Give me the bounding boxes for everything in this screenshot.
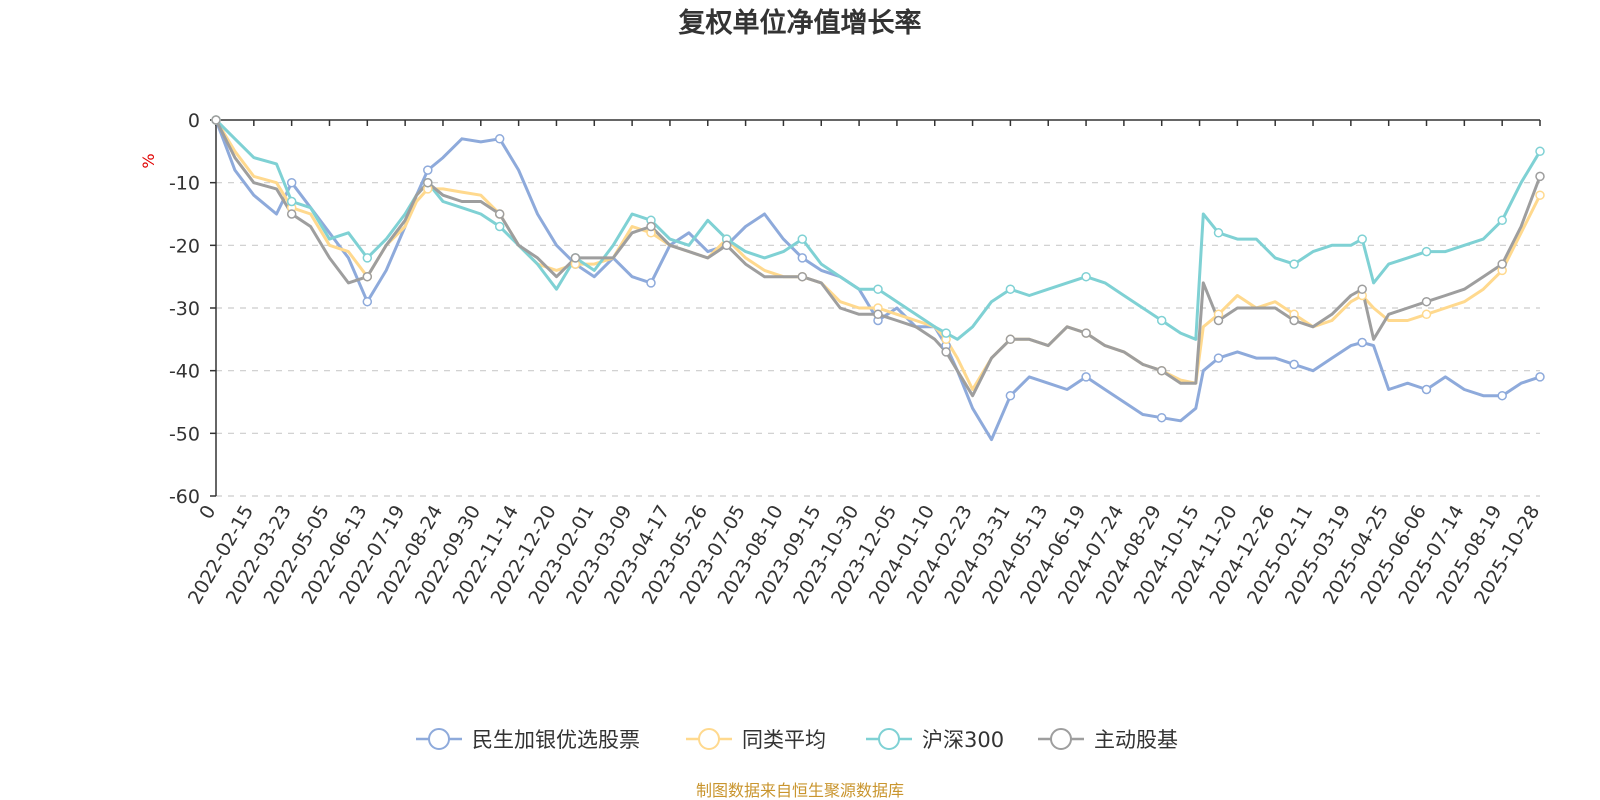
data-point-marker [941,328,951,338]
data-point-marker [1421,296,1432,307]
data-point-marker [1421,384,1432,395]
y-tick-label: -10 [169,173,200,195]
data-point-marker [1081,271,1091,282]
data-point-marker [211,115,221,125]
y-tick-label: -60 [169,486,200,508]
data-point-marker [1005,390,1016,401]
legend-label: 民生加银优选股票 [472,728,640,752]
data-point-marker [494,134,505,144]
legend-label: 主动股基 [1094,728,1178,752]
data-point-marker [362,296,373,307]
y-tick-label: -40 [169,361,200,383]
series-line [214,118,1542,391]
data-point-marker [494,221,505,232]
data-point-marker [1213,353,1224,363]
data-point-marker [646,221,656,232]
data-point-marker [1156,365,1167,376]
y-tick-label: -20 [169,235,200,257]
data-point-marker [423,177,433,188]
data-point-marker [1081,372,1091,382]
data-point-marker [1357,337,1367,348]
data-point-marker [721,240,732,251]
y-tick-label: -50 [169,423,200,445]
data-point-marker [494,209,505,219]
legend-label: 同类平均 [742,728,826,752]
data-point-marker [1289,315,1299,326]
data-point-marker [286,177,297,188]
data-point-marker [1497,259,1507,269]
data-point-marker [1081,328,1091,338]
series-line [214,118,1542,398]
legend-swatch-marker [428,728,450,750]
data-point-marker [286,196,297,207]
legend-swatch-marker [1050,728,1072,750]
data-point-marker [1535,372,1545,382]
legend-item[interactable]: 主动股基 [1038,728,1178,752]
axes: 0-10-20-30-40-50-6002022-02-152022-03-23… [169,110,1544,608]
y-tick-label: -30 [169,298,200,320]
data-point-marker [362,271,373,282]
data-point-marker [1156,315,1167,326]
data-point-marker [362,253,373,263]
legend-item[interactable]: 民生加银优选股票 [416,728,640,752]
data-point-marker [1289,259,1299,269]
data-point-marker [1213,315,1224,326]
data-point-marker [941,347,951,357]
data-point-marker [1535,190,1545,200]
x-tick-label: 0 [195,502,220,523]
legend-label: 沪深300 [922,728,1004,752]
y-axis-unit-label: % [139,153,158,168]
series-line [214,118,1542,442]
y-tick-label: 0 [188,110,200,132]
data-point-marker [1535,171,1545,182]
data-point-marker [1421,309,1432,320]
data-point-marker [797,271,808,282]
legend-item[interactable]: 同类平均 [686,728,826,752]
legend-item[interactable]: 沪深300 [866,728,1004,752]
data-point-marker [423,165,433,175]
data-point-marker [873,309,883,320]
legend: 民生加银优选股票 同类平均 沪深300 主动股基 [416,728,1178,752]
data-point-marker [1535,146,1545,157]
data-point-marker [570,253,581,263]
data-point-marker [797,234,808,244]
data-point-marker [873,284,883,294]
data-point-marker [1357,284,1367,294]
legend-swatch-marker [878,728,900,750]
source-note: 制图数据来自恒生聚源数据库 [696,781,904,800]
data-point-marker [286,209,297,219]
data-point-marker [646,278,656,288]
legend-swatch-marker [698,728,720,750]
data-point-marker [797,253,808,263]
data-point-marker [1005,334,1016,345]
series-line [214,118,1542,341]
data-point-marker [1289,359,1299,370]
grid-lines [216,182,1540,497]
data-point-marker [1357,234,1367,244]
series-lines [214,118,1542,442]
series-markers [211,115,1545,423]
data-point-marker [1156,412,1167,423]
chart-title: 复权单位净值增长率 [679,7,922,39]
data-point-marker [1005,284,1016,294]
data-point-marker [1213,228,1224,238]
data-point-marker [1497,390,1507,401]
data-point-marker [1421,246,1432,257]
data-point-marker [1497,215,1507,226]
